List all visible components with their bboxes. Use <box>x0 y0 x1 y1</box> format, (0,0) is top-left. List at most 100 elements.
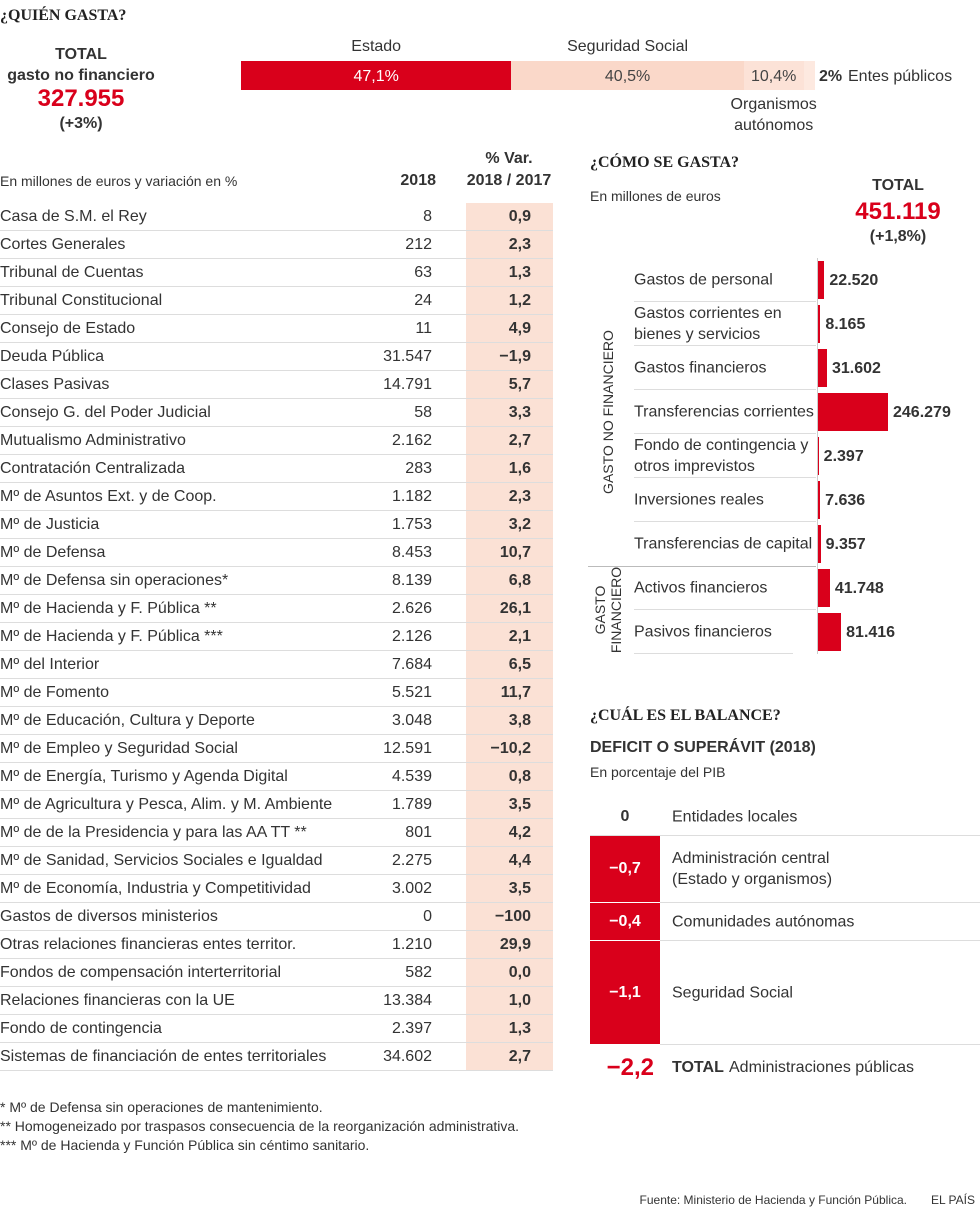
row-amount: 2.397 <box>391 1020 432 1037</box>
row-amount: 63 <box>414 264 432 281</box>
row-separator <box>0 622 553 623</box>
total-name: TOTAL <box>672 1059 724 1076</box>
row-name: Contratación Centralizada <box>0 460 185 477</box>
row-variation: 1,6 <box>508 460 531 477</box>
row-name: Mº de Agricultura y Pesca, Alim. y M. Am… <box>0 796 333 813</box>
row-separator <box>634 301 816 302</box>
bar <box>818 393 888 431</box>
axis-line <box>817 258 818 654</box>
row-variation: 1,0 <box>508 992 531 1009</box>
row-separator <box>0 1070 553 1071</box>
total-label: gasto no financiero <box>7 67 155 84</box>
row-name: Mº de Hacienda y F. Pública *** <box>0 628 223 645</box>
row-separator <box>634 653 793 654</box>
row-amount: 13.384 <box>383 992 432 1009</box>
row-amount: 2.126 <box>391 628 432 645</box>
row-separator <box>0 230 553 231</box>
bar <box>818 261 825 299</box>
total-label: TOTAL <box>55 46 107 63</box>
row-variation: 2,3 <box>508 488 531 505</box>
row-separator <box>0 426 553 427</box>
row-separator <box>0 286 553 287</box>
row-name: Mº de Fomento <box>0 684 109 701</box>
bar <box>818 569 830 607</box>
category-label: Gastos corrientes en bienes y servicios <box>634 305 782 343</box>
footnote: ** Homogeneizado por traspasos consecuen… <box>0 1118 520 1134</box>
row-name: Mº de Asuntos Ext. y de Coop. <box>0 488 217 505</box>
row-name: Relaciones financieras con la UE <box>0 992 235 1009</box>
bar-segment <box>743 61 804 90</box>
row-name: Mº de Energía, Turismo y Agenda Digital <box>0 768 288 785</box>
row-variation: 3,3 <box>508 404 531 421</box>
row-name: Gastos de diversos ministerios <box>0 908 218 925</box>
row-name: Tribunal Constitucional <box>0 292 163 309</box>
row-variation: 0,0 <box>508 964 531 981</box>
brand: EL PAÍS <box>930 1193 975 1207</box>
row-variation: 5,7 <box>508 376 531 393</box>
row-variation: 4,2 <box>508 824 531 841</box>
row-amount: 8.453 <box>391 544 432 561</box>
category-label: Administración central (Estado y organis… <box>672 850 833 889</box>
bar <box>590 902 660 941</box>
row-separator <box>0 930 553 931</box>
row-amount: 2.275 <box>391 852 432 869</box>
bar-segment <box>511 61 744 90</box>
total-value: 451.119 <box>855 198 941 225</box>
row-amount: 283 <box>405 460 432 477</box>
row-separator <box>634 345 816 346</box>
row-variation: 3,5 <box>508 796 531 813</box>
row-separator <box>634 521 816 522</box>
total-text: Administraciones públicas <box>729 1059 914 1076</box>
row-separator <box>660 901 980 903</box>
row-amount: 212 <box>405 236 432 253</box>
row-separator <box>0 846 553 847</box>
row-name: Consejo G. del Poder Judicial <box>0 404 211 421</box>
row-name: Otras relaciones financieras entes terri… <box>0 936 297 953</box>
value-label: 246.279 <box>893 404 951 421</box>
row-separator <box>590 835 980 836</box>
group-separator <box>588 566 816 567</box>
value-label: 41.748 <box>834 580 884 597</box>
value-label: −1,1 <box>609 983 641 1001</box>
row-name: Mº de Educación, Cultura y Deporte <box>0 712 255 729</box>
row-amount: 582 <box>405 964 432 981</box>
value-label: 2% <box>819 67 843 85</box>
row-amount: 3.048 <box>391 712 432 729</box>
row-amount: 0 <box>423 908 432 925</box>
row-amount: 8.139 <box>391 572 432 589</box>
row-amount: 11 <box>415 320 432 337</box>
row-name: Cortes Generales <box>0 236 126 253</box>
value-label: 0 <box>620 808 630 825</box>
category-label: Estado <box>351 38 402 55</box>
row-amount: 1.753 <box>391 516 432 533</box>
row-amount: 58 <box>414 404 432 421</box>
row-name: Mº de Economía, Industria y Competitivid… <box>0 880 311 897</box>
row-separator <box>634 477 816 478</box>
row-separator <box>0 650 553 651</box>
row-amount: 31.547 <box>383 348 432 365</box>
column-header: 2018 / 2017 <box>466 172 552 189</box>
row-separator <box>0 790 553 791</box>
row-variation: 4,9 <box>508 320 531 337</box>
row-separator <box>0 258 553 259</box>
value-label: 8.165 <box>825 316 866 333</box>
row-name: Mº del Interior <box>0 656 100 673</box>
table-caption: En millones de euros y variación en % <box>0 173 238 189</box>
row-amount: 2.626 <box>391 600 432 617</box>
row-separator <box>0 762 553 763</box>
row-variation: 2,7 <box>508 432 531 449</box>
value-label: 22.520 <box>829 272 879 289</box>
row-name: Deuda Pública <box>0 348 105 365</box>
category-label: Organismos autónomos <box>730 96 817 134</box>
footnote: *** Mº de Hacienda y Función Pública sin… <box>0 1137 370 1153</box>
row-name: Mº de Sanidad, Servicios Sociales e Igua… <box>0 852 323 869</box>
subtitle: En millones de euros <box>590 188 721 204</box>
value-label: 31.602 <box>831 360 881 377</box>
row-separator <box>634 389 816 390</box>
row-amount: 14.791 <box>383 376 432 393</box>
value-label: 7.636 <box>825 492 866 509</box>
bar <box>590 836 660 903</box>
category-label: Gastos de personal <box>634 271 773 289</box>
row-amount: 1.210 <box>391 936 432 953</box>
row-name: Tribunal de Cuentas <box>0 264 144 281</box>
